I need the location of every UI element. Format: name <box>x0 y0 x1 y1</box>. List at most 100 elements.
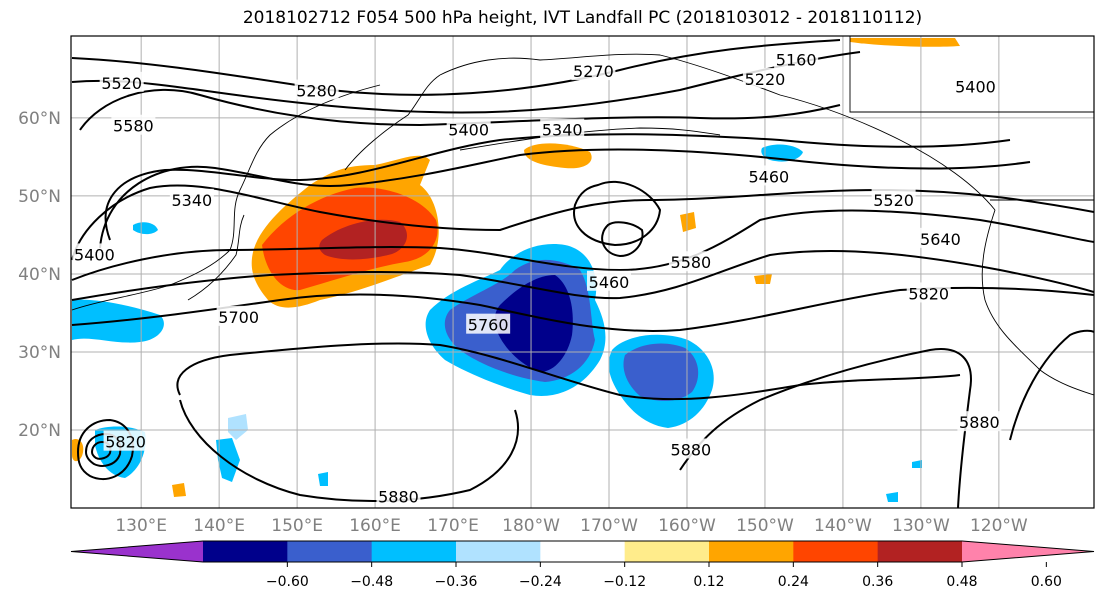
aleutian-islands <box>459 127 721 151</box>
colorbar-extend-high <box>962 541 1094 562</box>
positive-anomaly-region <box>754 274 772 284</box>
contour-label: 5340 <box>542 121 583 140</box>
contour-label: 5760 <box>468 316 509 335</box>
longitude-tick-label: 170°W <box>580 516 638 536</box>
height-contour <box>71 209 1094 281</box>
height-contour <box>179 399 519 503</box>
contour-label-bg <box>571 60 616 81</box>
colorbar-tick-label: 0.24 <box>778 574 809 590</box>
longitude-tick-label: 130°E <box>115 516 167 536</box>
colorbar-segment <box>287 541 373 562</box>
longitude-tick-label: 140°E <box>193 516 245 536</box>
contour-label-bg <box>918 227 963 248</box>
latitude-tick-label: 40°N <box>18 265 61 285</box>
colorbar-tick-label: −0.12 <box>603 574 646 590</box>
contour-label: 5460 <box>748 167 789 186</box>
colorbar: −0.60 −0.48 −0.36 −0.24 −0.12 0.12 0.24 0.36 0.4… <box>70 540 1095 590</box>
height-contour <box>71 39 841 96</box>
height-contour <box>76 418 134 481</box>
height-contour <box>79 88 841 131</box>
contour-label: 5270 <box>573 62 614 81</box>
contour-label: 5700 <box>218 308 259 327</box>
contour-label: 5400 <box>448 121 489 140</box>
height-contour <box>601 221 644 258</box>
positive-anomaly-region <box>850 38 960 47</box>
colorbar-tick-label: 0.48 <box>946 574 977 590</box>
colorbar-segment <box>371 541 457 562</box>
negative-anomaly-region <box>912 460 922 468</box>
longitude-tick-label: 160°W <box>658 516 716 536</box>
negative-anomaly-region <box>494 275 573 372</box>
contour-label-bg <box>906 282 951 303</box>
colorbar-segment <box>456 541 541 562</box>
negative-anomaly-region <box>623 343 699 401</box>
contour-label: 5640 <box>920 230 961 249</box>
contour-label: 5160 <box>776 50 817 69</box>
colorbar-segment <box>540 541 626 562</box>
longitude-tick-label: 170°E <box>427 516 479 536</box>
contour-label: 5460 <box>589 273 630 292</box>
contour-label-bg <box>446 118 491 139</box>
negative-anomaly-region <box>133 222 158 235</box>
latitude-tick-label: 50°N <box>18 187 61 207</box>
contour-label-bg <box>871 188 916 209</box>
contour-label: 5880 <box>378 487 419 506</box>
contour-label: 5280 <box>296 82 337 101</box>
contour-label-bg <box>668 438 713 459</box>
latitude-axis: 20°N 30°N 40°N 50°N 60°N <box>18 109 61 441</box>
height-contour <box>573 180 662 247</box>
contour-label-bg <box>774 48 819 69</box>
contour-label-bg <box>540 118 585 139</box>
alaska-coastline <box>439 53 996 211</box>
colorbar-tick-label: 0.36 <box>862 574 893 590</box>
colorbar-tick-label: −0.60 <box>266 574 309 590</box>
colorbar-tick-label: −0.48 <box>350 574 393 590</box>
contour-label: 5880 <box>671 440 712 459</box>
height-contour <box>90 440 112 460</box>
negative-anomaly-region <box>318 472 328 486</box>
positive-anomaly-region <box>680 212 696 232</box>
contour-label-bg <box>216 305 261 326</box>
height-contour <box>71 51 861 114</box>
positive-anomaly-region <box>172 483 186 497</box>
longitude-axis: 130°E 140°E 150°E 160°E 170°E 180°W 170°W 160°W… <box>115 516 1028 536</box>
contour-label: 5340 <box>171 191 212 210</box>
contour-label: 5880 <box>959 413 1000 432</box>
contour-label: 5820 <box>105 433 146 452</box>
contour-label-bg <box>953 75 998 96</box>
longitude-tick-label: 150°E <box>271 516 323 536</box>
colorbar-outline <box>70 540 1095 563</box>
height-contour <box>99 148 1031 249</box>
contour-label-bg <box>957 411 1002 432</box>
contour-label-bg <box>72 243 117 264</box>
colorbar-extend-low <box>71 541 203 562</box>
contour-label-bg <box>111 114 156 135</box>
contour-label-bg <box>169 188 214 209</box>
contour-label-bg <box>466 313 511 334</box>
colorbar-tick-label: 0.12 <box>693 574 724 590</box>
contour-label: 5580 <box>113 117 154 136</box>
negative-anomaly-region <box>228 414 248 440</box>
contour-label: 5820 <box>908 284 949 303</box>
contour-label-bg <box>376 485 421 506</box>
colorbar-segment <box>203 541 288 562</box>
longitude-tick-label: 120°W <box>970 516 1028 536</box>
height-contour <box>176 342 961 401</box>
contour-label-bg <box>294 79 339 100</box>
longitude-tick-label: 160°E <box>349 516 401 536</box>
map-title: 2018102712 F054 500 hPa height, IVT Land… <box>242 8 923 28</box>
contour-label: 5520 <box>101 74 142 93</box>
contour-label: 5220 <box>745 70 786 89</box>
colorbar-tick-label: 0.60 <box>1031 574 1062 590</box>
height-contour <box>71 250 1094 301</box>
map-area: 5520 5580 5340 5400 5280 5400 5340 5270 51605220… <box>71 36 1094 508</box>
contour-label-bg <box>103 430 148 451</box>
colorbar-segment <box>793 541 879 562</box>
colorbar-segment <box>624 541 710 562</box>
north-america-coastline <box>981 209 1094 396</box>
contour-labels: 5520 5580 5340 5400 5280 5400 5340 5270 51605220… <box>72 48 1002 506</box>
colorbar-segment <box>877 541 963 562</box>
kamchatka-coastline <box>344 74 441 171</box>
contour-label-bg <box>742 67 787 88</box>
